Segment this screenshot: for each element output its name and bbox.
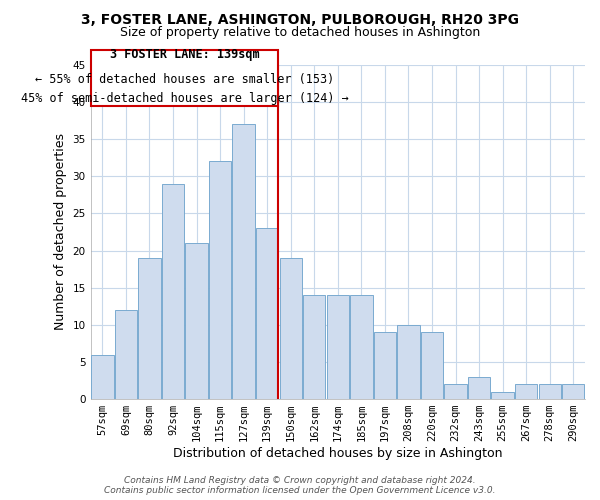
Bar (397, 325, 419, 399)
Bar (91, 354, 113, 399)
Text: 45% of semi-detached houses are larger (124) →: 45% of semi-detached houses are larger (… (20, 92, 349, 104)
Bar (280, 258, 302, 399)
Y-axis label: Number of detached properties: Number of detached properties (54, 134, 67, 330)
Text: ← 55% of detached houses are smaller (153): ← 55% of detached houses are smaller (15… (35, 73, 334, 86)
Bar (539, 384, 561, 399)
Bar (562, 384, 584, 399)
Bar (515, 384, 538, 399)
Bar (374, 332, 396, 399)
Bar (91, 50, 278, 106)
Bar (232, 124, 255, 399)
Text: Contains HM Land Registry data © Crown copyright and database right 2024.
Contai: Contains HM Land Registry data © Crown c… (104, 476, 496, 495)
Bar (256, 228, 278, 399)
Bar (468, 377, 490, 399)
Bar (303, 295, 325, 399)
Bar (138, 258, 161, 399)
Text: 3, FOSTER LANE, ASHINGTON, PULBOROUGH, RH20 3PG: 3, FOSTER LANE, ASHINGTON, PULBOROUGH, R… (81, 12, 519, 26)
Bar (445, 384, 467, 399)
Bar (209, 162, 231, 399)
Bar (350, 295, 373, 399)
Bar (326, 295, 349, 399)
Bar (421, 332, 443, 399)
Bar (185, 243, 208, 399)
Text: 3 FOSTER LANE: 139sqm: 3 FOSTER LANE: 139sqm (110, 48, 259, 61)
Text: Size of property relative to detached houses in Ashington: Size of property relative to detached ho… (120, 26, 480, 39)
Bar (115, 310, 137, 399)
Bar (491, 392, 514, 399)
Bar (162, 184, 184, 399)
X-axis label: Distribution of detached houses by size in Ashington: Distribution of detached houses by size … (173, 447, 503, 460)
